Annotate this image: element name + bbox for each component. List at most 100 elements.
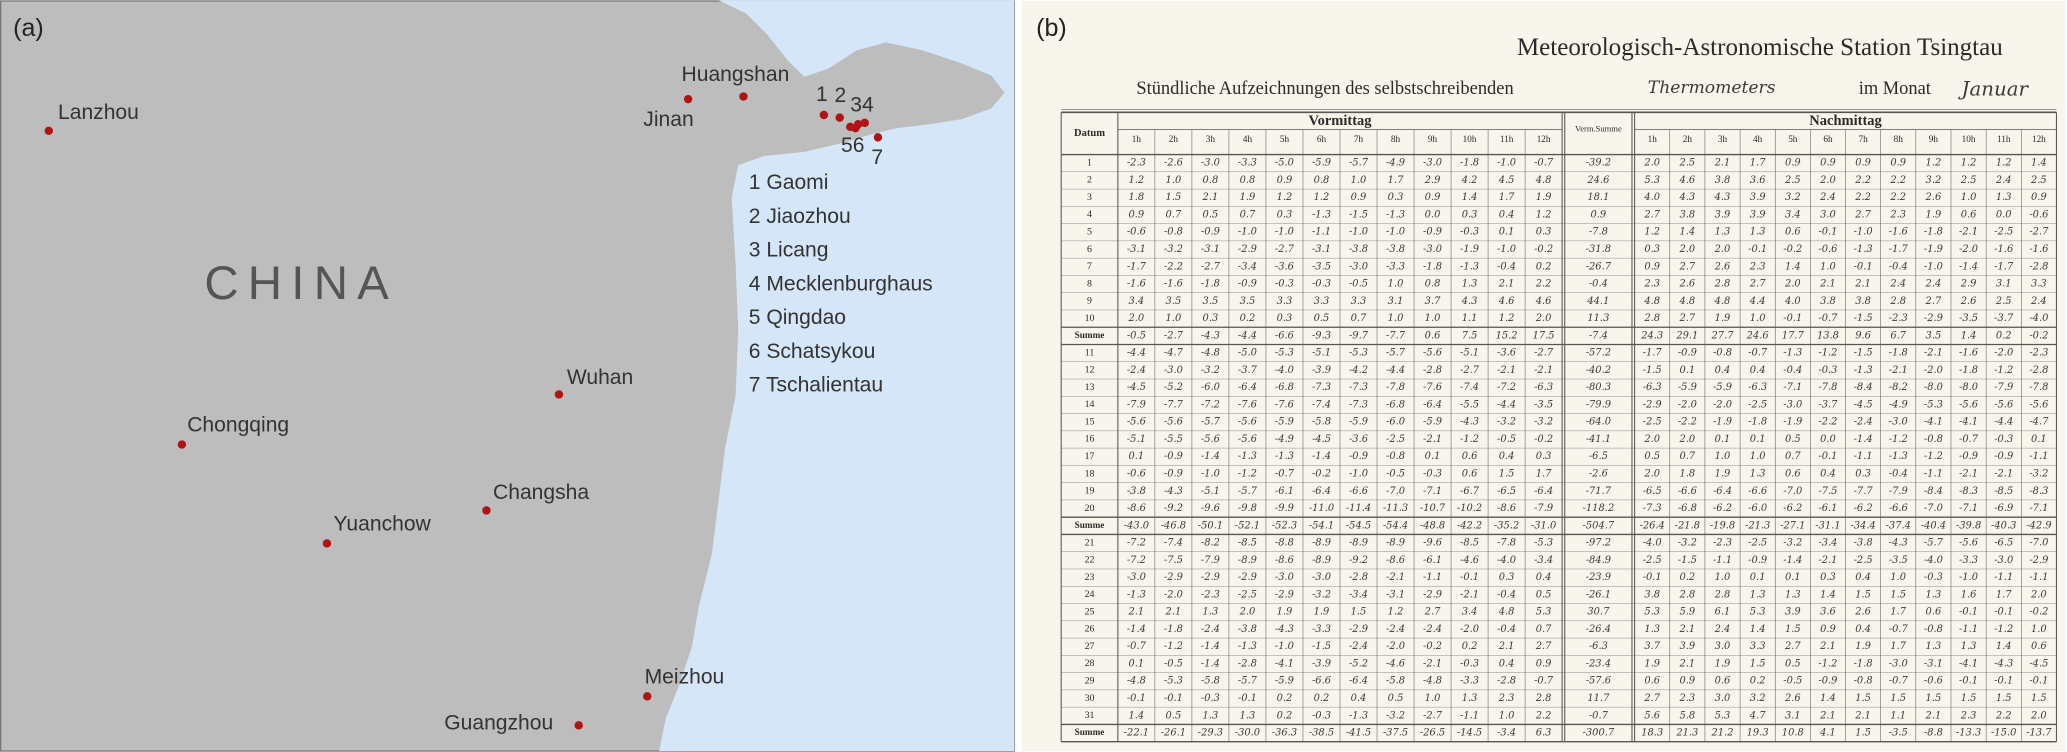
- reading: -1.3: [1127, 589, 1146, 600]
- reading: -7.8: [1497, 538, 1516, 549]
- reading: 0.1: [1129, 658, 1145, 669]
- reading: 1.3: [1926, 589, 1942, 600]
- row-label: 23: [1085, 572, 1095, 583]
- reading: -37.4: [1886, 520, 1911, 531]
- reading: -1.8: [1889, 348, 1908, 359]
- reading: -0.1: [1748, 244, 1767, 255]
- reading: -5.9: [1275, 676, 1294, 687]
- reading: -13.7: [2026, 728, 2052, 739]
- reading: 1.2: [1996, 158, 2012, 169]
- reading: -0.4: [1497, 261, 1516, 272]
- reading: -1.3: [1238, 451, 1257, 462]
- reading: 1.2: [1926, 158, 1942, 169]
- reading: -1.0: [1201, 469, 1220, 480]
- morning-sum: -26.1: [1586, 589, 1611, 600]
- reading: -2.5: [1748, 538, 1767, 549]
- reading: 1.5: [1785, 624, 1801, 635]
- reading: 0.5: [1536, 589, 1552, 600]
- reading: 1.9: [1855, 641, 1871, 652]
- reading: 19.3: [1747, 728, 1769, 739]
- hour-header: 4h: [1753, 134, 1763, 144]
- reading: 1.5: [1996, 693, 2012, 704]
- reading: -1.4: [1201, 641, 1220, 652]
- reading: 1.4: [1820, 693, 1836, 704]
- reading: -0.6: [2029, 209, 2048, 220]
- reading: 4.0: [1643, 192, 1660, 203]
- reading: -7.8: [2029, 382, 2048, 393]
- reading: 1.5: [1855, 693, 1871, 704]
- reading: -3.0: [1127, 572, 1146, 583]
- reading: 7.5: [1462, 330, 1478, 341]
- hour-header: 7h: [1859, 134, 1869, 144]
- reading: 2.8: [1678, 589, 1695, 600]
- reading: -2.9: [1164, 572, 1183, 583]
- reading: 1.9: [1314, 607, 1330, 618]
- reading: -1.2: [1238, 469, 1257, 480]
- reading: -52.1: [1235, 520, 1260, 531]
- reading: -5.6: [1164, 417, 1183, 428]
- reading: -0.6: [1818, 244, 1837, 255]
- reading: 3.6: [1750, 175, 1766, 186]
- reading: -3.4: [1349, 589, 1368, 600]
- reading: -1.3: [1349, 710, 1368, 721]
- reading: 1.4: [1996, 641, 2012, 652]
- site-legend-entry: 3 Licang: [749, 239, 829, 262]
- reading: -19.8: [1710, 520, 1735, 531]
- reading: 3.3: [1750, 641, 1766, 652]
- location-dot: [322, 539, 332, 548]
- row-label: 30: [1085, 693, 1095, 704]
- reading: 3.3: [1277, 296, 1293, 307]
- reading: -2.0: [1924, 365, 1943, 376]
- column-group-header: Nachmittag: [1809, 113, 1882, 129]
- reading: 1.0: [1890, 572, 1906, 583]
- morning-sum: -71.7: [1586, 486, 1612, 497]
- reading: -1.6: [1127, 279, 1146, 290]
- reading: 2.1: [1498, 641, 1515, 652]
- reading: 5.3: [1715, 710, 1731, 721]
- reading: -0.1: [2029, 676, 2048, 687]
- reading: -6.4: [1349, 676, 1368, 687]
- reading: -2.4: [1423, 624, 1442, 635]
- reading: 0.5: [1203, 209, 1219, 220]
- reading: -0.5: [1386, 469, 1405, 480]
- reading: -0.9: [1678, 348, 1697, 359]
- reading: -31.1: [1815, 520, 1840, 531]
- reading: 4.8: [1678, 296, 1695, 307]
- morning-sum: -504.7: [1583, 520, 1615, 531]
- row-label: 27: [1085, 641, 1095, 652]
- reading: 1.0: [1750, 313, 1766, 324]
- reading: -0.6: [1127, 469, 1146, 480]
- reading: -1.5: [1312, 641, 1331, 652]
- reading: -0.1: [1854, 261, 1873, 272]
- hour-header: 1h: [1132, 134, 1142, 144]
- reading: 2.5: [1960, 175, 1977, 186]
- reading: -2.1: [1959, 469, 1978, 480]
- morning-sum: -118.2: [1583, 503, 1615, 514]
- reading: -3.0: [1994, 555, 2013, 566]
- reading: 2.0: [1714, 244, 1731, 255]
- reading: 1.1: [1890, 710, 1906, 721]
- reading: -0.8: [1386, 451, 1405, 462]
- reading: -0.6: [1127, 227, 1146, 238]
- reading: -2.3: [1201, 589, 1220, 600]
- reading: 2.5: [2030, 175, 2047, 186]
- reading: -3.0: [1889, 658, 1908, 669]
- reading: 4.3: [1678, 192, 1695, 203]
- reading: -2.5: [1994, 227, 2013, 238]
- reading: -52.3: [1272, 520, 1297, 531]
- reading: 2.6: [1960, 296, 1977, 307]
- reading: -0.4: [1889, 469, 1908, 480]
- reading: -0.7: [1275, 469, 1295, 480]
- reading: 17.7: [1782, 330, 1805, 341]
- reading: 24.3: [1640, 330, 1663, 341]
- reading: -2.9: [1423, 589, 1442, 600]
- reading: 6.1: [1715, 607, 1731, 618]
- row-label: 6: [1087, 244, 1092, 255]
- reading: -7.9: [1201, 555, 1220, 566]
- reading: -2.7: [1460, 365, 1480, 376]
- reading: -21.8: [1675, 520, 1700, 531]
- reading: -0.9: [1748, 555, 1767, 566]
- reading: -2.9: [1275, 589, 1294, 600]
- reading: -2.0: [1678, 399, 1697, 410]
